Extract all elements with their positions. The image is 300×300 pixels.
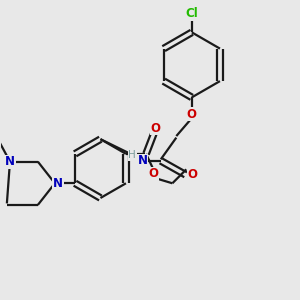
Text: Cl: Cl xyxy=(185,7,198,20)
Text: H: H xyxy=(128,150,136,160)
Text: O: O xyxy=(188,168,197,181)
Text: O: O xyxy=(187,108,197,121)
Text: N: N xyxy=(53,177,63,190)
Text: O: O xyxy=(150,122,160,135)
Text: O: O xyxy=(149,167,159,181)
Text: N: N xyxy=(5,155,15,168)
Text: N: N xyxy=(138,154,148,167)
